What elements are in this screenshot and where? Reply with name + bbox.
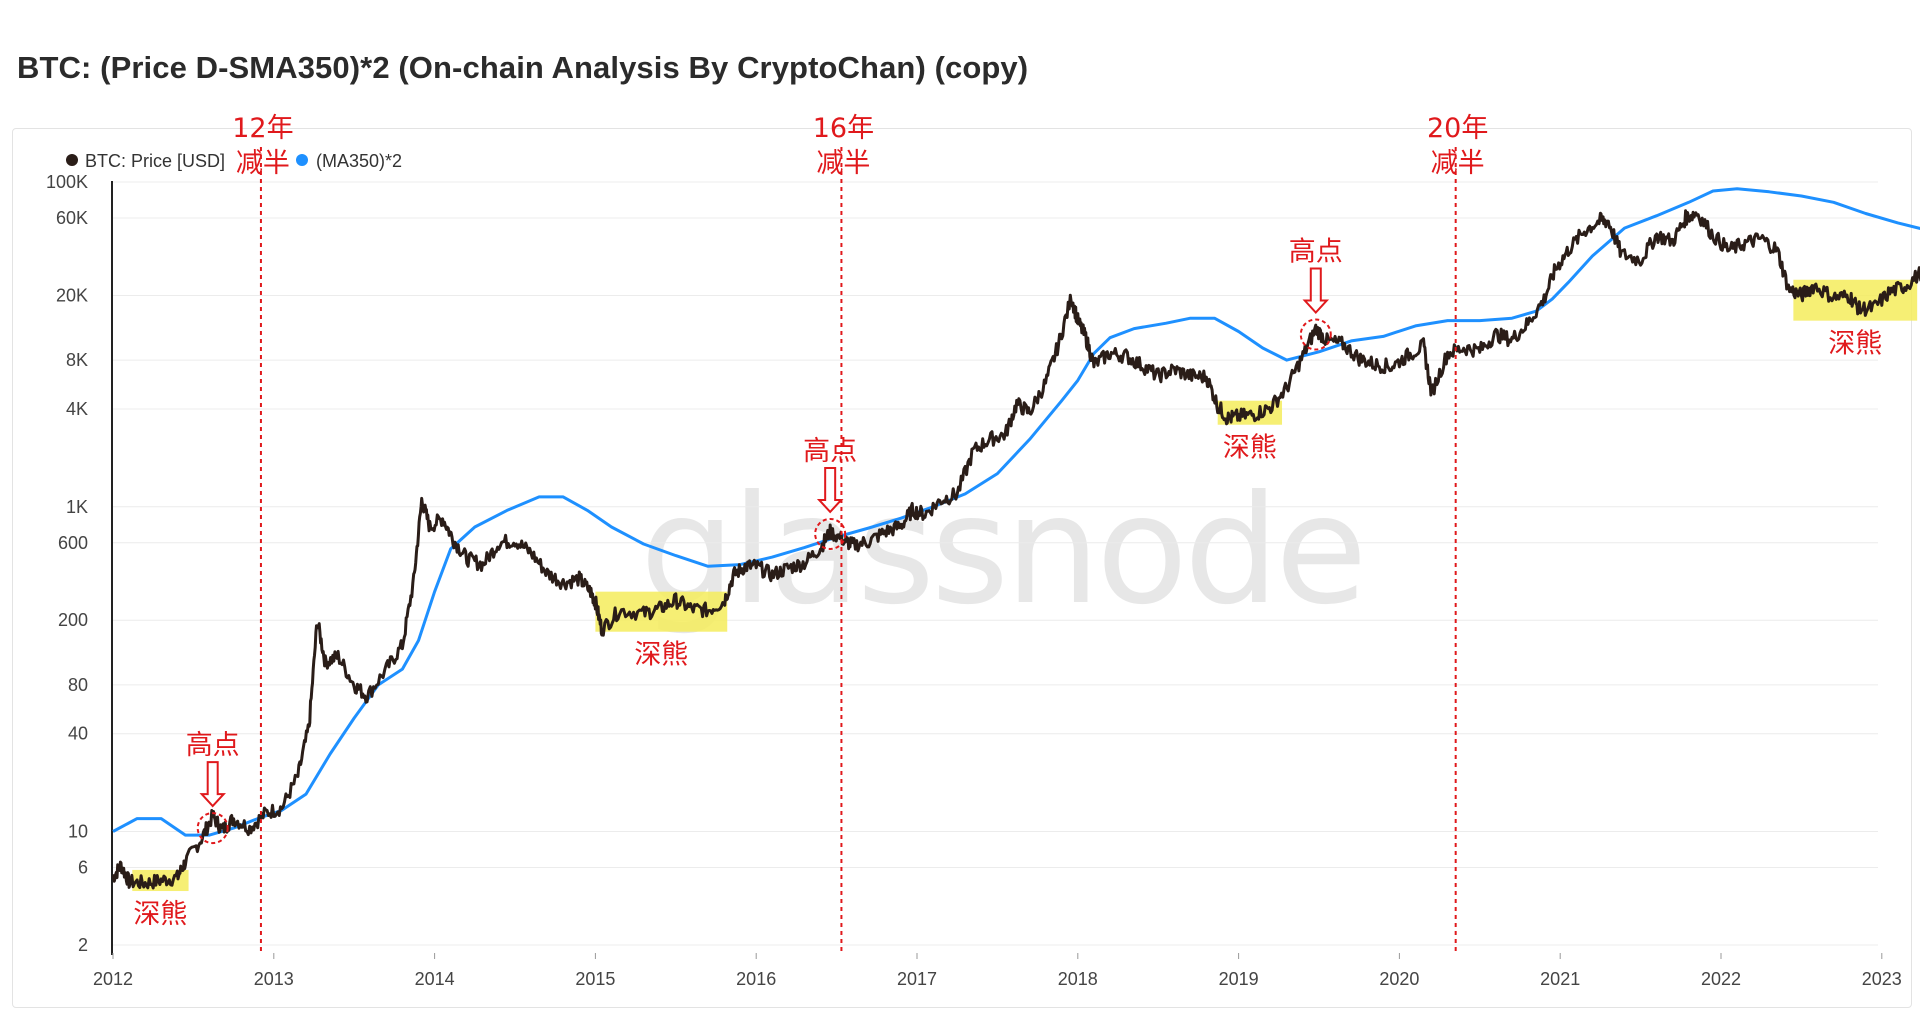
y-tick-label: 100K (46, 172, 88, 192)
deep-bear-label: 深熊 (634, 640, 688, 671)
x-tick-label: 2017 (897, 969, 937, 989)
y-tick-label: 4K (66, 399, 88, 419)
peak-label: 高点 (186, 730, 240, 761)
peak-arrow-icon (1302, 267, 1330, 314)
y-tick-label: 20K (56, 285, 88, 305)
halving-label-line1: 12年 (232, 113, 293, 144)
halving-label-line2: 减半 (816, 148, 870, 179)
ma350-series-line (112, 187, 1920, 837)
watermark-text: glassnode (640, 464, 1363, 638)
peak-arrow-icon (199, 761, 226, 808)
x-tick-label: 2016 (736, 969, 776, 989)
peak-circle (814, 517, 847, 550)
chart-panel (12, 128, 1912, 1008)
x-tick-label: 2023 (1862, 969, 1902, 989)
halving-label-line2: 减半 (1431, 148, 1485, 179)
y-tick-label: 2 (78, 935, 88, 955)
y-tick-labels: 2 6 10 40 80 200 600 1K 4K 8K 20K 60K 100K (46, 172, 88, 955)
legend-label-price: BTC: Price [USD] (85, 151, 225, 171)
halving-label-line2: 减半 (236, 148, 290, 179)
peak-label: 高点 (803, 436, 857, 467)
y-tick-label: 10 (68, 822, 88, 842)
x-tick-label: 2018 (1058, 969, 1098, 989)
chart-title: BTC: (Price D-SMA350)*2 (On-chain Analys… (17, 50, 1029, 85)
legend: BTC: Price [USD] (MA350)*2 (66, 151, 402, 171)
deep-bear-label: 深熊 (1828, 329, 1882, 360)
y-tick-label: 200 (58, 610, 88, 630)
legend-label-ma350: (MA350)*2 (316, 151, 402, 171)
btc-price-series-line (111, 209, 1920, 890)
legend-marker-price (66, 154, 78, 166)
y-tick-label: 6 (78, 858, 88, 878)
y-tick-label: 8K (66, 350, 88, 370)
halving-label-line1: 20年 (1427, 113, 1488, 144)
peak-circle (196, 812, 229, 845)
y-tick-label: 60K (56, 208, 88, 228)
x-tick-label: 2019 (1219, 969, 1259, 989)
x-tick-label: 2014 (415, 969, 455, 989)
x-tick-label: 2013 (254, 969, 294, 989)
peak-circle (1299, 318, 1332, 351)
y-tick-label: 40 (68, 724, 88, 744)
x-tick-label: 2020 (1379, 969, 1419, 989)
y-tick-label: 600 (58, 533, 88, 553)
peak-arrow-icon (816, 466, 844, 514)
halving-label-line1: 16年 (813, 113, 874, 144)
x-tick-label: 2022 (1701, 969, 1741, 989)
peak-label: 高点 (1289, 237, 1343, 268)
x-tick-label: 2015 (575, 969, 615, 989)
y-tick-label: 80 (68, 675, 88, 695)
deep-bear-label: 深熊 (133, 899, 187, 930)
deep-bear-label: 深熊 (1223, 433, 1277, 464)
legend-marker-ma350 (296, 154, 308, 166)
x-tick-label: 2021 (1540, 969, 1580, 989)
y-tick-label: 1K (66, 497, 88, 517)
x-tick-label: 2012 (93, 969, 133, 989)
x-tick-labels: 2012 2013 2014 2015 2016 2017 2018 2019 2020 2021… (93, 953, 1902, 989)
